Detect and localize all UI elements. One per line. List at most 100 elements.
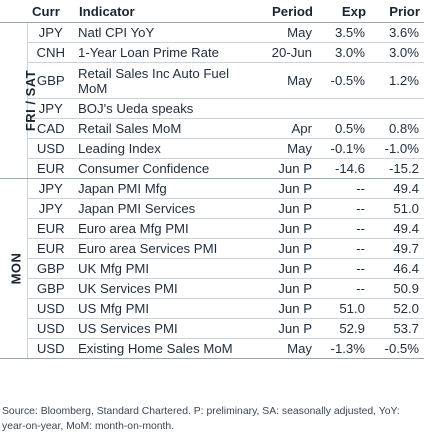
table-row: USD Existing Home Sales MoM May -1.3% -0… [0, 338, 424, 359]
header-spacer [0, 0, 27, 23]
cell-period: Apr [259, 118, 317, 139]
cell-exp: -14.6 [317, 158, 370, 179]
cell-period: Jun P [259, 238, 317, 259]
cell-indicator: Leading Index [74, 138, 259, 159]
cell-period: Jun P [259, 178, 317, 199]
cell-indicator: Existing Home Sales MoM [74, 338, 259, 359]
cell-prior: -15.2 [370, 158, 424, 179]
group-mon: MON [0, 178, 27, 359]
table-row: USD US Services PMI Jun P 52.9 53.7 [0, 318, 424, 339]
cell-curr: GBP [26, 62, 74, 99]
cell-exp: -0.1% [317, 138, 370, 159]
cell-indicator: Euro area Mfg PMI [74, 218, 259, 239]
cell-curr: CAD [26, 118, 74, 139]
table-row: GBP UK Services PMI Jun P -- 50.9 [0, 278, 424, 299]
cell-indicator: US Services PMI [74, 318, 259, 339]
cell-prior [370, 98, 424, 119]
cell-exp: -1.3% [317, 338, 370, 359]
cell-curr: USD [26, 298, 74, 319]
cell-exp: -- [317, 258, 370, 279]
cell-period: May [259, 338, 317, 359]
cell-period: May [259, 62, 317, 99]
table-row: GBP Retail Sales Inc Auto Fuel MoM May -… [0, 62, 424, 99]
cell-indicator: US Mfg PMI [74, 298, 259, 319]
cell-period: 20-Jun [259, 42, 317, 63]
cell-indicator: 1-Year Loan Prime Rate [74, 42, 259, 63]
cell-curr: JPY [26, 98, 74, 119]
cell-period: May [259, 22, 317, 43]
cell-indicator: UK Services PMI [74, 278, 259, 299]
cell-exp: -- [317, 198, 370, 219]
cell-period: Jun P [259, 298, 317, 319]
table-row: USD US Mfg PMI Jun P 51.0 52.0 [0, 298, 424, 319]
cell-prior: 0.8% [370, 118, 424, 139]
cell-exp: -- [317, 278, 370, 299]
cell-curr: JPY [26, 198, 74, 219]
group-fri-sat: FRI / SAT [0, 22, 38, 179]
group-label-mon: MON [8, 252, 24, 285]
cell-exp: 51.0 [317, 298, 370, 319]
cell-exp: -- [317, 238, 370, 259]
cell-curr: EUR [26, 218, 74, 239]
cell-curr: USD [26, 138, 74, 159]
table-row: CAD Retail Sales MoM Apr 0.5% 0.8% [0, 118, 424, 139]
cell-period: Jun P [259, 158, 317, 179]
cell-prior: 46.4 [370, 258, 424, 279]
header-exp: Exp [317, 0, 370, 23]
table-row: GBP UK Mfg PMI Jun P -- 46.4 [0, 258, 424, 279]
cell-period [259, 98, 317, 119]
cell-exp: 0.5% [317, 118, 370, 139]
cell-curr: JPY [26, 178, 74, 199]
header-period: Period [259, 0, 317, 23]
header-row: Curr Indicator Period Exp Prior [0, 0, 424, 23]
table-row: EUR Euro area Mfg PMI Jun P -- 49.4 [0, 218, 424, 239]
cell-period: Jun P [259, 318, 317, 339]
header-indicator: Indicator [74, 0, 259, 23]
cell-prior: -0.5% [370, 338, 424, 359]
cell-curr: GBP [26, 278, 74, 299]
cell-indicator: UK Mfg PMI [74, 258, 259, 279]
cell-indicator: BOJ's Ueda speaks [74, 98, 259, 119]
cell-prior: 51.0 [370, 198, 424, 219]
cell-curr: USD [26, 338, 74, 359]
table-row: EUR Euro area Services PMI Jun P -- 49.7 [0, 238, 424, 259]
header-curr: Curr [27, 0, 74, 23]
cell-period: Jun P [259, 198, 317, 219]
economic-calendar-table: Curr Indicator Period Exp Prior FRI / SA… [0, 0, 424, 359]
table-row: FRI / SAT JPY Natl CPI YoY May 3.5% 3.6% [0, 22, 424, 179]
table-row: USD Leading Index May -0.1% -1.0% [0, 138, 424, 159]
cell-period: May [259, 138, 317, 159]
cell-prior: -1.0% [370, 138, 424, 159]
table-row: JPY Japan PMI Services Jun P -- 51.0 [0, 198, 424, 219]
table-row: JPY BOJ's Ueda speaks [0, 98, 424, 119]
cell-prior: 49.4 [370, 218, 424, 239]
cell-prior: 50.9 [370, 278, 424, 299]
cell-prior: 53.7 [370, 318, 424, 339]
cell-prior: 3.0% [370, 42, 424, 63]
cell-exp [317, 98, 370, 119]
cell-exp: -0.5% [317, 62, 370, 99]
cell-exp: 3.5% [317, 22, 370, 43]
cell-curr: GBP [26, 258, 74, 279]
cell-indicator: Consumer Confidence [74, 158, 259, 179]
cell-exp: 3.0% [317, 42, 370, 63]
cell-curr: JPY [26, 22, 74, 43]
cell-indicator: Retail Sales Inc Auto Fuel MoM [74, 62, 259, 99]
cell-curr: EUR [26, 238, 74, 259]
table-row: CNH 1-Year Loan Prime Rate 20-Jun 3.0% 3… [0, 42, 424, 63]
cell-period: Jun P [259, 258, 317, 279]
cell-prior: 3.6% [370, 22, 424, 43]
source-note: Source: Bloomberg, Standard Chartered. P… [2, 406, 400, 432]
cell-indicator: Retail Sales MoM [74, 118, 259, 139]
cell-prior: 49.7 [370, 238, 424, 259]
cell-curr: CNH [26, 42, 74, 63]
cell-indicator: Japan PMI Mfg [74, 178, 259, 199]
cell-prior: 1.2% [370, 62, 424, 99]
cell-prior: 49.4 [370, 178, 424, 199]
cell-period: Jun P [259, 278, 317, 299]
cell-indicator: Natl CPI YoY [74, 22, 259, 43]
cell-exp: 52.9 [317, 318, 370, 339]
table-row: EUR Consumer Confidence Jun P -14.6 -15.… [0, 158, 424, 179]
table-row: MON JPY Japan PMI Mfg Jun P -- 49.4 [0, 178, 424, 359]
